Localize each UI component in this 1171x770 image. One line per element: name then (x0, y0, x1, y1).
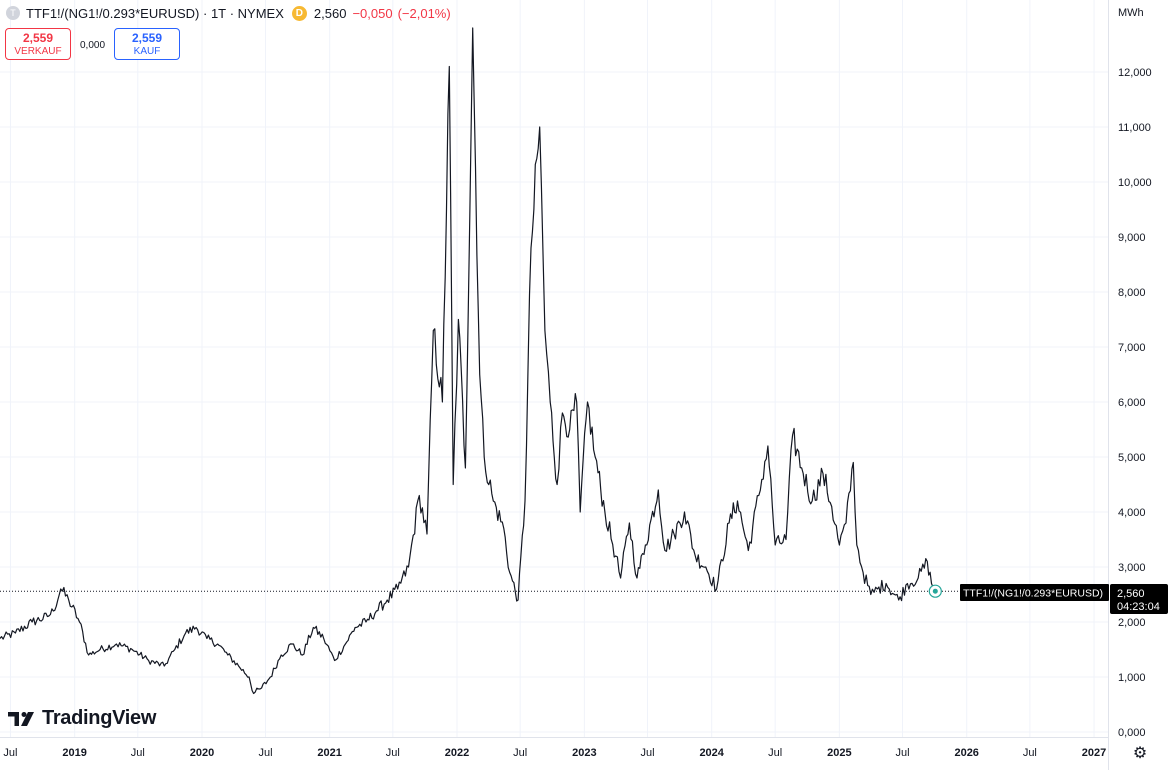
symbol-logo-icon: T (6, 6, 20, 20)
x-tick-label: Jul (895, 747, 909, 759)
y-tick-label: 6,000 (1118, 397, 1146, 409)
y-tick-label: 0,000 (1118, 727, 1146, 739)
sell-button[interactable]: 2,559 VERKAUF (5, 28, 71, 60)
spread-value: 0,000 (80, 40, 106, 51)
live-marker-dot (932, 588, 938, 594)
price-change: −0,050 (352, 5, 393, 21)
legend-separator: · (199, 5, 211, 21)
sell-price: 2,559 (22, 31, 54, 45)
x-tick-label: 2019 (62, 747, 86, 759)
last-price: 2,560 (313, 5, 347, 21)
x-tick-label: Jul (513, 747, 527, 759)
price-change-percent: (−2,01%) (397, 5, 451, 21)
y-tick-label: 3,000 (1118, 562, 1146, 574)
y-tick-label: 1,000 (1118, 672, 1146, 684)
price-axis-unit: MWh (1118, 7, 1144, 19)
x-tick-label: Jul (640, 747, 654, 759)
x-tick-label: Jul (258, 747, 272, 759)
y-tick-label: 7,000 (1118, 342, 1146, 354)
tradingview-logo-icon (8, 711, 34, 726)
y-tick-label: 8,000 (1118, 287, 1146, 299)
x-tick-label: 2022 (445, 747, 469, 759)
y-tick-label: 9,000 (1118, 232, 1146, 244)
x-tick-label: 2020 (190, 747, 214, 759)
x-tick-label: 2023 (572, 747, 596, 759)
buy-label: KAUF (133, 46, 161, 57)
series-line (0, 27, 936, 695)
last-price-symbol: TTF1!/(NG1!/0.293*EURUSD) (963, 588, 1103, 600)
x-tick-label: 2027 (1082, 747, 1106, 759)
tradingview-wordmark: TradingView (42, 707, 157, 729)
x-tick-label: 2025 (827, 747, 851, 759)
last-price-value: 2,560 (1117, 588, 1145, 600)
x-tick-label: Jul (386, 747, 400, 759)
live-price-marker (928, 584, 942, 598)
y-tick-label: 5,000 (1118, 452, 1146, 464)
x-tick-label: Jul (131, 747, 145, 759)
y-tick-label: 11,000 (1118, 122, 1151, 134)
tradingview-logo[interactable]: TradingView (8, 707, 156, 730)
y-tick-label: 12,000 (1118, 67, 1152, 79)
y-tick-label: 2,000 (1118, 617, 1146, 629)
last-price-label: TTF1!/(NG1!/0.293*EURUSD) 2,560 04:23:04 (960, 584, 1168, 614)
delayed-data-badge[interactable]: D (291, 5, 307, 21)
x-tick-label: 2026 (954, 747, 978, 759)
exchange-label: NYMEX (237, 5, 284, 21)
buy-button[interactable]: 2,559 KAUF (114, 28, 180, 60)
symbol-name[interactable]: TTF1!/(NG1!/0.293*EURUSD) (26, 5, 200, 21)
x-tick-label: Jul (1023, 747, 1037, 759)
y-tick-label: 4,000 (1118, 507, 1146, 519)
symbol-legend[interactable]: T TTF1!/(NG1!/0.293*EURUSD) · 1T · NYMEX… (6, 4, 451, 22)
x-tick-label: 2024 (699, 747, 724, 759)
time-axis: Jul 2019 Jul 2020 Jul 2021 Jul 2022 Jul 2023 Jul 20… (3, 747, 1106, 759)
y-tick-label: 10,000 (1118, 177, 1152, 189)
last-price-countdown: 04:23:04 (1117, 601, 1160, 613)
x-tick-label: 2021 (317, 747, 341, 759)
settings-gear-icon[interactable]: ⚙ (1132, 745, 1148, 762)
sell-label: VERKAUF (14, 46, 62, 57)
interval-label[interactable]: 1T (210, 5, 227, 21)
grid-lines (0, 0, 1108, 737)
price-axis: 0,000 1,000 2,000 3,000 4,000 5,000 6,000 7,000… (1118, 67, 1152, 739)
x-tick-label: Jul (768, 747, 782, 759)
buy-price: 2,559 (131, 31, 163, 45)
x-tick-label: Jul (3, 747, 17, 759)
legend-separator: · (226, 5, 238, 21)
